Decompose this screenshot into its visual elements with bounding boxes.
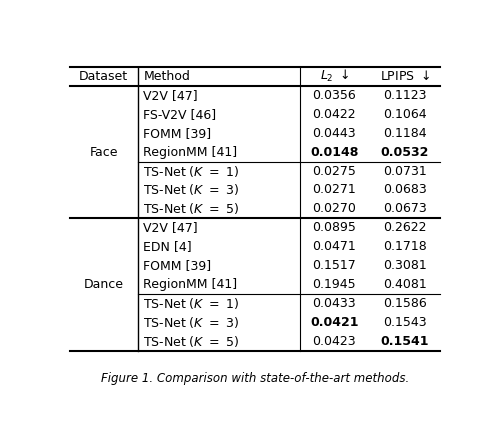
Text: 0.0443: 0.0443 (313, 127, 356, 140)
Text: 0.1064: 0.1064 (383, 108, 427, 121)
Text: 0.0356: 0.0356 (312, 89, 356, 102)
Text: Face: Face (90, 146, 118, 159)
Text: $L_2$ $\downarrow$: $L_2$ $\downarrow$ (320, 68, 349, 84)
Text: FOMM [39]: FOMM [39] (143, 127, 212, 140)
Text: TS-Net ($K$ $=$ 1): TS-Net ($K$ $=$ 1) (143, 163, 240, 178)
Text: 0.0275: 0.0275 (312, 164, 356, 178)
Text: FS-V2V [46]: FS-V2V [46] (143, 108, 217, 121)
Text: 0.0532: 0.0532 (380, 146, 429, 159)
Text: 0.1543: 0.1543 (383, 316, 427, 329)
Text: Dataset: Dataset (79, 70, 128, 83)
Text: 0.0421: 0.0421 (310, 316, 359, 329)
Text: Figure 1. Comparison with state-of-the-art methods.: Figure 1. Comparison with state-of-the-a… (101, 372, 409, 385)
Text: 0.0731: 0.0731 (383, 164, 427, 178)
Text: 0.4081: 0.4081 (383, 278, 427, 291)
Text: 0.0423: 0.0423 (313, 335, 356, 348)
Text: 0.1718: 0.1718 (383, 240, 427, 253)
Text: TS-Net ($K$ $=$ 5): TS-Net ($K$ $=$ 5) (143, 334, 240, 349)
Text: 0.0895: 0.0895 (312, 221, 356, 234)
Text: 0.1184: 0.1184 (383, 127, 427, 140)
Text: 0.1517: 0.1517 (312, 259, 356, 272)
Text: 0.0148: 0.0148 (310, 146, 359, 159)
Text: 0.0422: 0.0422 (313, 108, 356, 121)
Text: Dance: Dance (84, 278, 124, 291)
Text: 0.0433: 0.0433 (313, 297, 356, 310)
Text: 0.0673: 0.0673 (383, 202, 427, 215)
Text: 0.2622: 0.2622 (383, 221, 426, 234)
Text: RegionMM [41]: RegionMM [41] (143, 278, 238, 291)
Text: 0.1945: 0.1945 (313, 278, 356, 291)
Text: TS-Net ($K$ $=$ 1): TS-Net ($K$ $=$ 1) (143, 296, 240, 311)
Text: 0.0683: 0.0683 (383, 183, 427, 196)
Text: 0.0271: 0.0271 (312, 183, 356, 196)
Text: LPIPS $\downarrow$: LPIPS $\downarrow$ (380, 69, 430, 83)
Text: RegionMM [41]: RegionMM [41] (143, 146, 238, 159)
Text: EDN [4]: EDN [4] (143, 240, 192, 253)
Text: FOMM [39]: FOMM [39] (143, 259, 212, 272)
Text: 0.1586: 0.1586 (383, 297, 427, 310)
Text: TS-Net ($K$ $=$ 5): TS-Net ($K$ $=$ 5) (143, 201, 240, 216)
Text: 0.1123: 0.1123 (383, 89, 426, 102)
Text: 0.3081: 0.3081 (383, 259, 427, 272)
Text: TS-Net ($K$ $=$ 3): TS-Net ($K$ $=$ 3) (143, 315, 240, 330)
Text: Method: Method (143, 70, 190, 83)
Text: 0.0471: 0.0471 (312, 240, 356, 253)
Text: TS-Net ($K$ $=$ 3): TS-Net ($K$ $=$ 3) (143, 182, 240, 198)
Text: V2V [47]: V2V [47] (143, 221, 198, 234)
Text: 0.0270: 0.0270 (312, 202, 356, 215)
Text: V2V [47]: V2V [47] (143, 89, 198, 102)
Text: 0.1541: 0.1541 (380, 335, 429, 348)
